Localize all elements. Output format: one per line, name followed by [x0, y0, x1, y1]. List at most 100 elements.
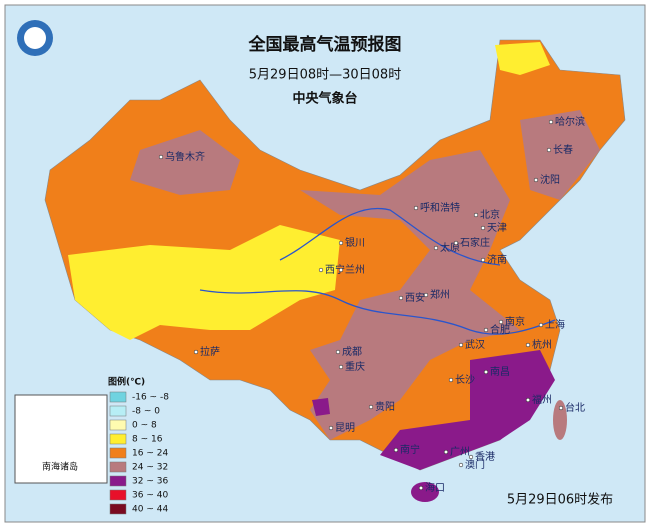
city-dot — [498, 319, 504, 325]
city-label: 西宁 — [325, 263, 345, 276]
city-dot — [525, 397, 531, 403]
legend-label: 36 ~ 40 — [132, 491, 168, 501]
city-dot — [398, 295, 404, 301]
city-label: 上海 — [545, 318, 565, 331]
city-label: 哈尔滨 — [555, 115, 585, 128]
city-label: 天津 — [487, 222, 507, 234]
river — [279, 207, 501, 266]
city-label: 南昌 — [490, 365, 510, 378]
city-label: 香港 — [475, 451, 495, 463]
city-label: 武汉 — [465, 338, 485, 351]
city-dot — [393, 447, 399, 453]
region-24-32-east — [520, 110, 600, 200]
city-label: 贵阳 — [375, 400, 395, 413]
city-label: 拉萨 — [200, 345, 220, 358]
legend-swatch — [109, 391, 127, 403]
city-label: 银川 — [345, 236, 365, 249]
legend-swatch — [109, 461, 127, 473]
legend-swatch — [109, 433, 127, 445]
city-dot — [473, 212, 479, 218]
city-label: 南京 — [505, 315, 525, 328]
legend-label: 24 ~ 32 — [132, 463, 168, 473]
legend-label: 8 ~ 16 — [132, 435, 163, 445]
legend: -16 ~ -8 -8 ~ 0 0 ~ 8 8 ~ 16 16 ~ 24 24 ~ 32 3… — [109, 391, 169, 515]
city-label: 石家庄 — [460, 236, 490, 249]
city-dot — [468, 454, 474, 460]
city-dot — [538, 322, 544, 328]
legend-swatch — [109, 419, 127, 431]
legend-title: 图例(℃) — [108, 376, 145, 388]
city-dot — [433, 245, 439, 251]
city-dot — [483, 327, 489, 333]
inset — [14, 394, 108, 484]
region-32-36 — [380, 350, 555, 470]
city-label: 呼和浩特 — [420, 202, 460, 214]
issuer: 中央气象台 — [292, 91, 357, 107]
city-label: 郑州 — [430, 288, 450, 301]
city-dot — [338, 267, 344, 273]
city-dot — [338, 240, 344, 246]
city-dot — [158, 154, 164, 160]
city-dot — [525, 342, 531, 348]
city-dot — [193, 349, 199, 355]
legend-label: 16 ~ 24 — [132, 449, 168, 459]
city-dot — [318, 267, 324, 273]
city-label: 海口 — [425, 481, 445, 494]
city-dot — [448, 377, 454, 383]
city-label: 成都 — [342, 346, 362, 358]
city-label: 沈阳 — [540, 173, 560, 186]
city-dot — [548, 119, 554, 125]
city-dot — [453, 240, 459, 246]
city-label: 广州 — [450, 446, 470, 458]
city-label: 合肥 — [490, 323, 510, 336]
city-dot — [458, 462, 464, 468]
city-dot — [338, 364, 344, 370]
city-dot — [413, 205, 419, 211]
city-label: 乌鲁木齐 — [165, 150, 205, 163]
region-32-36-west — [312, 398, 330, 416]
city-dot — [328, 425, 334, 431]
region-24-32-center — [300, 150, 520, 440]
city-label: 长春 — [553, 144, 573, 156]
legend-label: 0 ~ 8 — [132, 421, 157, 431]
city-dot — [546, 147, 552, 153]
city-label: 西安 — [405, 291, 425, 304]
city-dot — [423, 292, 429, 298]
logo-inner — [24, 27, 46, 49]
city-dot — [368, 404, 374, 410]
city-label: 重庆 — [345, 360, 365, 373]
city-dot — [458, 342, 464, 348]
region-24-32-north — [130, 130, 240, 195]
city-dot — [533, 177, 539, 183]
city-label: 昆明 — [335, 422, 355, 434]
city-dot — [558, 405, 564, 411]
legend-label: -8 ~ 0 — [132, 407, 160, 417]
city-label: 兰州 — [345, 263, 365, 276]
city-label: 杭州 — [532, 338, 552, 351]
city-dot — [480, 257, 486, 263]
city-label: 南宁 — [400, 443, 420, 456]
city-label: 长沙 — [455, 374, 475, 386]
city-label: 台北 — [565, 401, 585, 414]
city-dot — [418, 485, 424, 491]
legend-label: 40 ~ 44 — [132, 505, 168, 515]
city-label: 济南 — [487, 253, 507, 266]
legend-swatch — [109, 405, 127, 417]
title: 全国最高气温预报图 — [248, 34, 402, 55]
region-8-16 — [68, 225, 340, 340]
city-label: 北京 — [480, 208, 500, 221]
legend-swatch — [109, 489, 127, 501]
taiwan — [553, 400, 567, 440]
inset-label: 南海诸岛 — [42, 461, 78, 473]
footer: 5月29日06时发布 — [507, 492, 613, 508]
legend-swatch — [109, 475, 127, 487]
city-dot — [335, 349, 341, 355]
city-dot — [483, 369, 489, 375]
legend-swatch — [109, 503, 127, 515]
city-label: 福州 — [532, 393, 552, 406]
city-dot — [480, 225, 486, 231]
region-north-yellow — [495, 42, 550, 75]
subtitle: 5月29日08时—30日08时 — [249, 68, 401, 83]
